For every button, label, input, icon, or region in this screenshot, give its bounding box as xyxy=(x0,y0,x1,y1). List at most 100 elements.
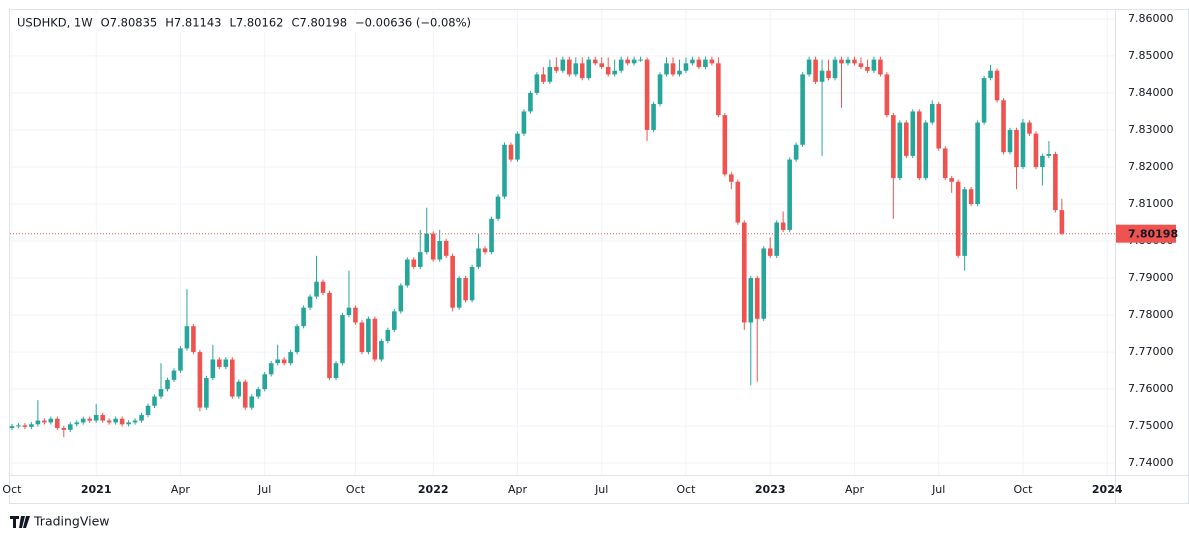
last-price-label: 7.80198 xyxy=(1128,228,1178,241)
candle-body xyxy=(165,379,170,390)
y-tick-label: 7.75000 xyxy=(1128,419,1174,432)
candle-body xyxy=(482,248,488,253)
candle-body xyxy=(346,307,352,316)
candle-body xyxy=(929,104,935,123)
candle-body xyxy=(1020,122,1026,167)
candle-body xyxy=(48,418,54,423)
candle-body xyxy=(366,318,371,353)
candle-body xyxy=(502,144,507,197)
candle-body xyxy=(178,348,183,371)
candle-body xyxy=(288,352,293,364)
candle-body xyxy=(586,59,592,79)
candle-body xyxy=(430,233,436,260)
candle-body xyxy=(171,370,177,380)
candle-body xyxy=(132,420,138,423)
candle-body xyxy=(1014,129,1019,167)
candle-body xyxy=(314,281,319,297)
candle-body xyxy=(670,63,676,75)
candle-body xyxy=(787,159,792,230)
candle-body xyxy=(592,59,598,64)
candle-body xyxy=(87,418,93,421)
candle-body xyxy=(242,381,248,408)
chart-frame xyxy=(9,9,1189,504)
candle-body xyxy=(1040,155,1045,167)
candle-body xyxy=(677,70,682,75)
y-tick-label: 7.79000 xyxy=(1128,271,1174,284)
candle-body xyxy=(683,63,689,71)
candle-body xyxy=(476,248,481,267)
candle-body xyxy=(508,144,514,160)
candle-body xyxy=(16,425,21,427)
candle-body xyxy=(126,422,131,425)
candle-body xyxy=(729,174,734,182)
candle-body xyxy=(443,241,449,256)
x-tick-label: 2021 xyxy=(81,483,112,496)
candle-body xyxy=(988,70,993,79)
ohlc-value: 7.80162 xyxy=(236,16,284,30)
candle-body xyxy=(158,389,164,397)
candle-body xyxy=(301,307,306,327)
y-tick-label: 7.77000 xyxy=(1128,345,1174,358)
ohlc-letter: C xyxy=(291,16,299,30)
x-tick-label: Oct xyxy=(676,483,696,496)
candle-body xyxy=(767,248,773,256)
candle-body xyxy=(379,340,384,360)
candle-body xyxy=(1001,100,1006,153)
candle-body xyxy=(275,359,280,364)
candle-body xyxy=(839,59,844,64)
x-tick-label: 2024 xyxy=(1092,483,1123,496)
candle-body xyxy=(994,70,1000,101)
candle-body xyxy=(949,178,954,182)
candle-body xyxy=(884,74,890,116)
candle-body xyxy=(631,59,637,64)
candle-body xyxy=(184,326,190,349)
y-tick-label: 7.74000 xyxy=(1128,456,1174,469)
candle-body xyxy=(748,278,754,323)
candle-body xyxy=(100,415,105,421)
candle-body xyxy=(67,424,73,430)
candle-body xyxy=(417,252,423,267)
x-tick-label: Apr xyxy=(171,483,191,496)
candle-body xyxy=(897,122,903,179)
x-tick-label: Jul xyxy=(257,483,271,496)
ohlc-letter: O xyxy=(101,16,110,30)
candle-body xyxy=(106,420,112,423)
symbol: USDHKD, 1W xyxy=(17,16,93,30)
candle-body xyxy=(832,59,838,79)
candle-body xyxy=(340,315,345,364)
x-tick-label: Oct xyxy=(346,483,366,496)
y-tick-label: 7.78000 xyxy=(1128,308,1174,321)
axes: 7.74000 7.75000 7.76000 7.77000 7.78000 7.790… xyxy=(2,12,1178,496)
candle-body xyxy=(42,420,47,423)
candle-body xyxy=(281,359,287,364)
candle-body xyxy=(9,426,15,428)
candle-body xyxy=(813,59,818,82)
x-tick-label: Oct xyxy=(1013,483,1033,496)
candle-body xyxy=(955,181,961,256)
candle-body xyxy=(1059,210,1065,234)
candle-body xyxy=(463,278,468,301)
y-tick-label: 7.76000 xyxy=(1128,382,1174,395)
candle-body xyxy=(554,67,559,71)
x-tick-label: 2023 xyxy=(755,483,786,496)
candle-body xyxy=(981,78,987,123)
candle-body xyxy=(599,63,605,68)
candle-body xyxy=(541,74,546,82)
y-tick-label: 7.86000 xyxy=(1128,12,1174,25)
candle-body xyxy=(236,381,242,397)
candle-body xyxy=(61,427,67,430)
candle-body xyxy=(722,115,728,175)
candle-body xyxy=(255,389,261,397)
candle-body xyxy=(450,255,455,308)
candle-body xyxy=(664,63,669,75)
candle-body xyxy=(936,104,942,149)
x-tick-label: Jul xyxy=(931,483,945,496)
candle-body xyxy=(456,278,462,308)
candle-body xyxy=(741,222,747,323)
candle-body xyxy=(469,266,475,301)
candle-body xyxy=(573,63,579,75)
candle-body xyxy=(398,285,404,312)
candle-body xyxy=(495,196,501,219)
candle-body xyxy=(372,318,378,360)
candle-body xyxy=(93,415,99,421)
